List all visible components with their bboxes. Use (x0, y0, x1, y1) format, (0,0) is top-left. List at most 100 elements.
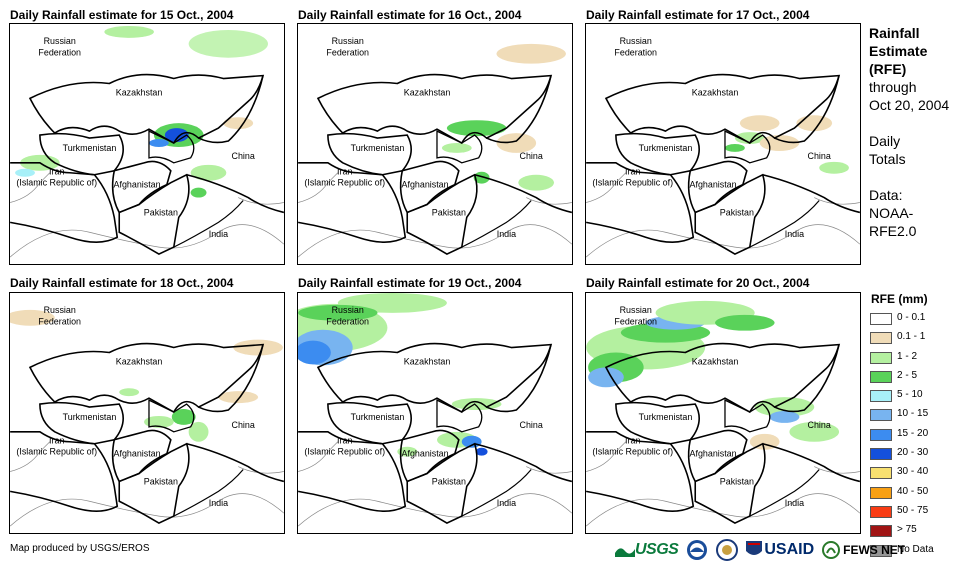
svg-text:Afghanistan: Afghanistan (690, 449, 737, 459)
panel-title-15: Daily Rainfall estimate for 15 Oct., 200… (10, 8, 234, 22)
data-line1: Data: (869, 187, 903, 203)
svg-text:(Islamic Republic of): (Islamic Republic of) (592, 178, 673, 188)
usaid-logo-text: USAID (764, 541, 815, 558)
data-line2: NOAA- (869, 205, 914, 221)
legend-label: 10 - 15 (897, 408, 929, 420)
svg-text:Turkmenistan: Turkmenistan (63, 412, 117, 422)
svg-text:Iran: Iran (49, 167, 64, 177)
rainfall-map-17: Russian Federation Kazakhstan Turkmenist… (585, 23, 861, 265)
legend-label: > 75 (897, 524, 917, 536)
panel-title-18: Daily Rainfall estimate for 18 Oct., 200… (10, 276, 234, 290)
map-credit: Map produced by USGS/EROS (10, 543, 150, 554)
rainfall-map-18: Russian Federation Kazakhstan Turkmenist… (9, 292, 285, 534)
svg-text:(Islamic Republic of): (Islamic Republic of) (304, 447, 385, 457)
legend-label: 0 - 0.1 (897, 312, 926, 323)
map-drawing-19: Russian Federation Kazakhstan Turkmenist… (298, 293, 572, 527)
usaid-logo: USAID (746, 541, 814, 559)
svg-text:Pakistan: Pakistan (144, 476, 178, 486)
svg-text:Iran: Iran (337, 436, 352, 446)
legend-label: 5 - 10 (897, 389, 923, 401)
legend-label: 40 - 50 (897, 485, 929, 497)
svg-text:Turkmenistan: Turkmenistan (639, 143, 693, 153)
svg-text:Russian: Russian (620, 36, 652, 46)
usgs-logo-text: USGS (635, 541, 679, 558)
legend-label: 2 - 5 (897, 369, 918, 381)
svg-text:Turkmenistan: Turkmenistan (351, 143, 405, 153)
svg-text:Federation: Federation (614, 317, 657, 327)
svg-text:China: China (520, 151, 543, 161)
legend-swatch (870, 544, 892, 557)
svg-text:China: China (232, 420, 255, 430)
state-department-seal (716, 539, 739, 561)
legend-label: No Data (897, 543, 934, 555)
through-line2: Oct 20, 2004 (869, 97, 950, 113)
svg-text:Pakistan: Pakistan (720, 476, 754, 486)
svg-text:Russian: Russian (620, 305, 652, 315)
data-line3: RFE2.0 (869, 223, 917, 239)
fews-net-logo-text: FEWS NET (843, 543, 906, 557)
svg-text:China: China (520, 420, 543, 430)
map-drawing-18: Russian Federation Kazakhstan Turkmenist… (10, 305, 284, 527)
svg-text:(Islamic Republic of): (Islamic Republic of) (16, 447, 97, 457)
svg-text:Afghanistan: Afghanistan (402, 180, 449, 190)
svg-text:India: India (497, 498, 516, 508)
legend-label: 0.1 - 1 (897, 331, 926, 343)
svg-text:(Islamic Republic of): (Islamic Republic of) (304, 178, 385, 188)
svg-text:Kazakhstan: Kazakhstan (692, 356, 739, 366)
svg-text:Iran: Iran (337, 167, 352, 177)
svg-text:India: India (785, 229, 804, 239)
svg-text:Russian: Russian (44, 36, 76, 46)
heading-line2: Estimate (869, 43, 928, 59)
svg-text:Turkmenistan: Turkmenistan (63, 143, 117, 153)
svg-text:Afghanistan: Afghanistan (114, 180, 161, 190)
heading-line1: Rainfall (869, 25, 920, 41)
map-drawing-16: Russian Federation Kazakhstan Turkmenist… (298, 36, 572, 258)
svg-text:(Islamic Republic of): (Islamic Republic of) (592, 447, 673, 457)
noaa-logo (686, 539, 708, 561)
side-info: Rainfall Estimate (RFE) through Oct 20, … (869, 24, 949, 240)
svg-text:Turkmenistan: Turkmenistan (351, 412, 405, 422)
svg-text:Pakistan: Pakistan (432, 476, 466, 486)
partner-logos: USGS USAID FEWS NET (615, 538, 913, 562)
legend-label: 30 - 40 (897, 466, 929, 478)
svg-text:Russian: Russian (332, 305, 364, 315)
svg-text:Russian: Russian (332, 36, 364, 46)
panel-title-19: Daily Rainfall estimate for 19 Oct., 200… (298, 276, 522, 290)
map-drawing-15: Russian Federation Kazakhstan Turkmenist… (10, 25, 284, 258)
rainfall-map-19: Russian Federation Kazakhstan Turkmenist… (297, 292, 573, 534)
svg-text:India: India (497, 229, 516, 239)
panel-title-16: Daily Rainfall estimate for 16 Oct., 200… (298, 8, 522, 22)
legend-swatch (870, 351, 892, 364)
svg-text:India: India (785, 498, 804, 508)
rainfall-map-20: Russian Federation Kazakhstan Turkmenist… (585, 292, 861, 534)
svg-text:China: China (808, 151, 831, 161)
svg-text:Federation: Federation (326, 48, 369, 58)
legend-swatch (870, 525, 892, 538)
rainfall-map-15: Russian Federation Kazakhstan Turkmenist… (9, 23, 285, 265)
svg-text:Turkmenistan: Turkmenistan (639, 412, 693, 422)
svg-text:Iran: Iran (625, 436, 640, 446)
legend-swatch (870, 428, 892, 441)
svg-text:Iran: Iran (625, 167, 640, 177)
legend-label: 15 - 20 (897, 427, 929, 439)
svg-text:Pakistan: Pakistan (144, 207, 178, 217)
legend-swatch (870, 409, 892, 422)
svg-text:Afghanistan: Afghanistan (114, 449, 161, 459)
svg-text:India: India (209, 498, 228, 508)
legend-swatch (870, 313, 892, 325)
map-drawing-17: Russian Federation Kazakhstan Turkmenist… (586, 36, 860, 258)
svg-text:Federation: Federation (38, 317, 81, 327)
svg-text:Kazakhstan: Kazakhstan (116, 356, 163, 366)
svg-text:China: China (232, 151, 255, 161)
svg-text:Russian: Russian (44, 305, 76, 315)
svg-text:Federation: Federation (38, 48, 81, 58)
rainfall-map-16: Russian Federation Kazakhstan Turkmenist… (297, 23, 573, 265)
panel-title-20: Daily Rainfall estimate for 20 Oct., 200… (586, 276, 810, 290)
panel-title-17: Daily Rainfall estimate for 17 Oct., 200… (586, 8, 810, 22)
legend-title: RFE (mm) (871, 292, 928, 306)
svg-text:(Islamic Republic of): (Islamic Republic of) (16, 178, 97, 188)
svg-text:Afghanistan: Afghanistan (690, 180, 737, 190)
svg-text:Pakistan: Pakistan (432, 207, 466, 217)
svg-text:Kazakhstan: Kazakhstan (404, 356, 451, 366)
fews-net-logo: FEWS NET (822, 541, 905, 559)
